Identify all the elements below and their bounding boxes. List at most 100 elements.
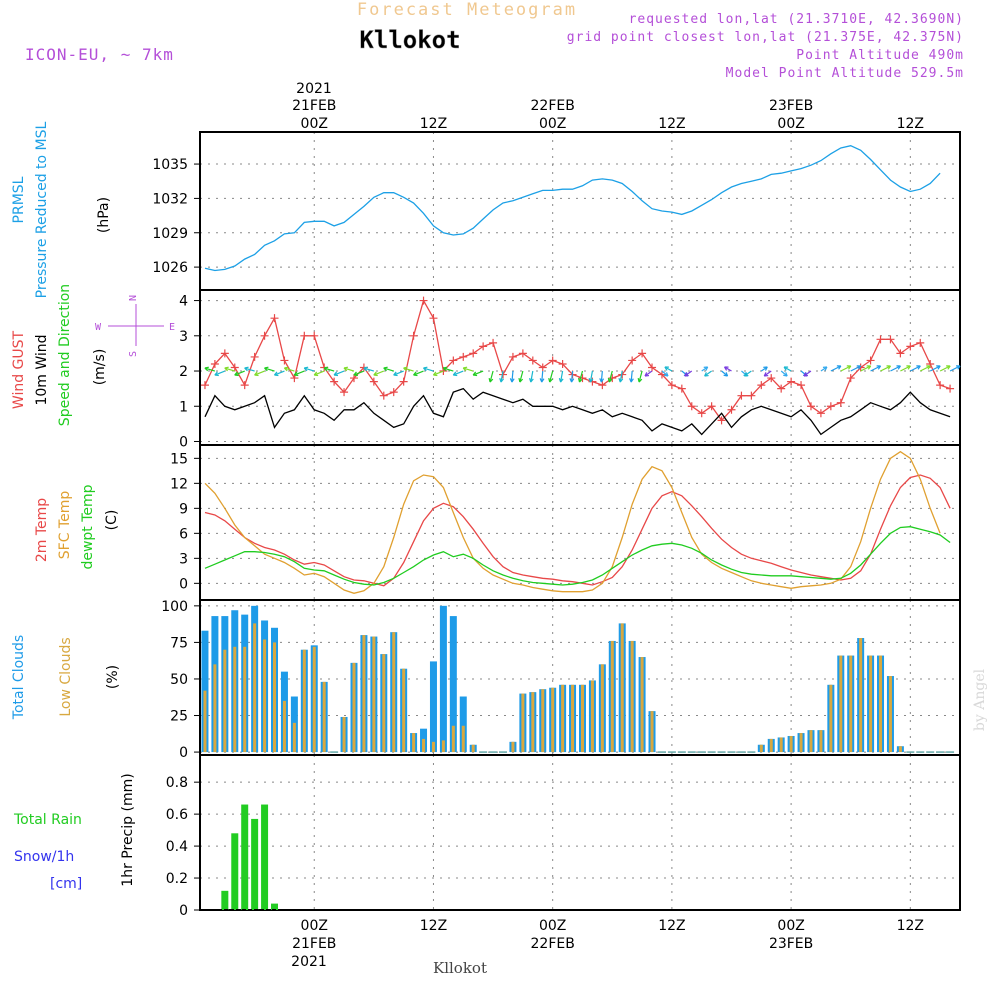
low-cloud-bar xyxy=(610,640,614,753)
wind-10m-label: 10m Wind xyxy=(34,334,50,405)
wind-direction-arrow xyxy=(204,367,216,372)
low-cloud-bar xyxy=(571,684,575,753)
gust-point xyxy=(220,349,229,358)
bottom-hour-label: 00Z xyxy=(301,918,328,934)
model-altitude: Model Point Altitude 529.5m xyxy=(726,66,964,81)
gust-point xyxy=(667,381,676,390)
y-tick-label: 3 xyxy=(179,551,188,567)
temp-units: (C) xyxy=(104,510,120,531)
wind-arrow-head xyxy=(607,377,613,383)
pressure-units: (hPa) xyxy=(96,197,112,233)
low-cloud-bar xyxy=(779,737,783,753)
wind-arrow-head xyxy=(224,366,229,372)
gust-point xyxy=(270,314,279,323)
wind-direction-arrow xyxy=(323,367,335,372)
wind-direction-arrow xyxy=(393,370,404,376)
wind-direction-arrow xyxy=(500,370,504,383)
snow-legend: Snow/1h xyxy=(14,849,74,865)
low-cloud-bar xyxy=(521,693,525,753)
low-cloud-bar xyxy=(451,725,455,753)
wind-direction-arrow xyxy=(830,365,842,372)
wind-arrow-head xyxy=(383,366,388,372)
wind-direction-arrow xyxy=(214,370,226,376)
low-cloud-bar xyxy=(511,741,515,753)
low-cloud-bar xyxy=(243,646,247,753)
gust-point xyxy=(737,391,746,400)
bottom-hour-label: 12Z xyxy=(420,918,447,934)
wind-arrow-head xyxy=(393,371,398,377)
y-tick-label: 1026 xyxy=(152,260,188,276)
gust-point xyxy=(936,381,945,390)
wind-direction-arrow xyxy=(661,370,669,377)
wind-direction-arrow xyxy=(880,365,891,372)
top-hour-label: 12Z xyxy=(658,116,685,132)
low-cloud-bar xyxy=(640,657,644,753)
wind-units: (m/s) xyxy=(92,349,108,386)
gust-point xyxy=(757,381,766,390)
gust-point xyxy=(260,331,269,340)
low-cloud-bar xyxy=(888,676,892,753)
top-date-label: 23FEB xyxy=(769,98,813,114)
gust-point xyxy=(767,374,776,383)
low-cloud-bar xyxy=(580,684,584,753)
y-tick-label: 15 xyxy=(170,451,188,467)
wind-arrow-head xyxy=(946,365,951,370)
gust-point xyxy=(747,391,756,400)
wind-arrow-head xyxy=(644,372,650,377)
wind-arrow-head xyxy=(548,377,553,383)
wind-arrow-head xyxy=(499,378,504,383)
wind-direction-arrow xyxy=(530,370,534,383)
gust-point xyxy=(340,388,349,397)
wind-arrow-head xyxy=(743,372,749,377)
wind-arrow-head xyxy=(763,366,768,371)
gust-point xyxy=(578,374,587,383)
wind-arrow-head xyxy=(856,365,862,370)
wind-direction-arrow xyxy=(900,365,911,372)
low-cloud-bar xyxy=(322,681,326,753)
low-cloud-bar xyxy=(203,690,207,753)
y-tick-label: 9 xyxy=(179,501,188,517)
gust-point xyxy=(479,342,488,351)
y-tick-label: 0.8 xyxy=(166,775,188,791)
wind-arrow-head xyxy=(323,366,329,372)
gust-point xyxy=(210,359,219,368)
wind-direction-arrow xyxy=(413,370,424,376)
gust-point xyxy=(648,363,657,372)
rain-bar xyxy=(271,903,279,910)
wind-direction-arrow xyxy=(704,370,712,377)
y-tick-label: 1029 xyxy=(152,226,188,242)
wind-direction-arrow xyxy=(383,367,394,372)
wind-arrow-head xyxy=(723,366,729,371)
footer-location: Kllokot xyxy=(433,959,487,977)
bottom-hour-label: 00Z xyxy=(539,918,566,934)
wind-arrow-head xyxy=(618,378,624,383)
wind-direction-arrow xyxy=(541,370,544,383)
series-sfc-temp xyxy=(204,450,941,594)
prmsl-label: PRMSL xyxy=(11,176,27,223)
low-cloud-bar xyxy=(839,655,843,753)
low-cloud-bar xyxy=(342,716,346,753)
compass-west: W xyxy=(95,322,102,333)
gust-point xyxy=(876,335,885,344)
wind-direction-arrow xyxy=(284,367,295,372)
wind-direction-arrow xyxy=(638,370,643,383)
wind-direction-arrow xyxy=(619,370,623,383)
gust-point xyxy=(628,356,637,365)
watermark: by Angel xyxy=(972,668,988,731)
wind-direction-arrow xyxy=(608,370,613,383)
bottom-hour-label: 12Z xyxy=(658,918,685,934)
wind-direction-arrow xyxy=(780,370,788,377)
wind-arrow-head xyxy=(214,371,219,377)
gust-point xyxy=(250,352,259,361)
low-cloud-bar xyxy=(551,687,555,753)
gust-point xyxy=(916,338,925,347)
low-cloud-bar xyxy=(223,649,227,753)
bottom-date-label: 22FEB xyxy=(531,936,575,952)
wind-arrow-head xyxy=(886,365,892,370)
gust-point xyxy=(508,352,517,361)
panel-wind: 0 1 2 3 4 xyxy=(179,289,961,450)
wind-arrow-head xyxy=(577,377,583,383)
wind-direction-arrow xyxy=(403,367,414,372)
wind-direction-arrow xyxy=(664,366,673,372)
